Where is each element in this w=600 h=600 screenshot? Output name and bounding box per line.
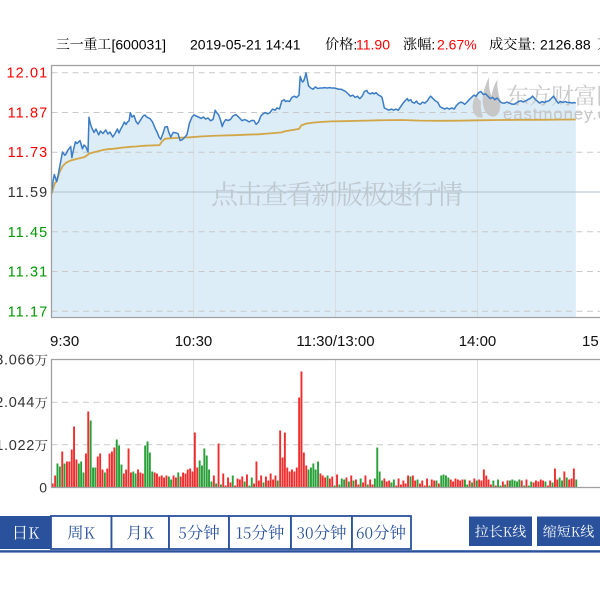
svg-text:11.73: 11.73 <box>8 145 49 161</box>
svg-text:11.45: 11.45 <box>8 225 49 241</box>
svg-text::: : <box>431 37 435 53</box>
svg-text:3.066: 3.066 <box>0 353 35 369</box>
svg-text:12.01: 12.01 <box>7 66 49 82</box>
svg-text:2019-05-21 14:41: 2019-05-21 14:41 <box>190 37 301 53</box>
svg-text:[600031]: [600031] <box>112 37 167 53</box>
svg-text:9:30: 9:30 <box>50 333 79 350</box>
svg-text:11.87: 11.87 <box>8 106 49 122</box>
svg-text:2.044: 2.044 <box>0 395 35 411</box>
svg-text:0: 0 <box>39 480 47 496</box>
svg-text::: : <box>532 37 536 53</box>
svg-text:14:00: 14:00 <box>459 333 497 350</box>
svg-text:2126.88: 2126.88 <box>540 37 591 53</box>
svg-text:1.022: 1.022 <box>0 438 35 454</box>
svg-text:11:30/13:00: 11:30/13:00 <box>296 333 374 350</box>
svg-text:15:00: 15:00 <box>582 333 600 350</box>
svg-text:10:30: 10:30 <box>175 333 213 350</box>
svg-text:11.31: 11.31 <box>8 265 49 281</box>
svg-text:11.17: 11.17 <box>8 304 49 320</box>
svg-text:2.67%: 2.67% <box>437 37 477 53</box>
svg-text:11.59: 11.59 <box>8 185 49 201</box>
svg-text::: : <box>353 37 357 53</box>
svg-text:11.90: 11.90 <box>356 37 390 53</box>
